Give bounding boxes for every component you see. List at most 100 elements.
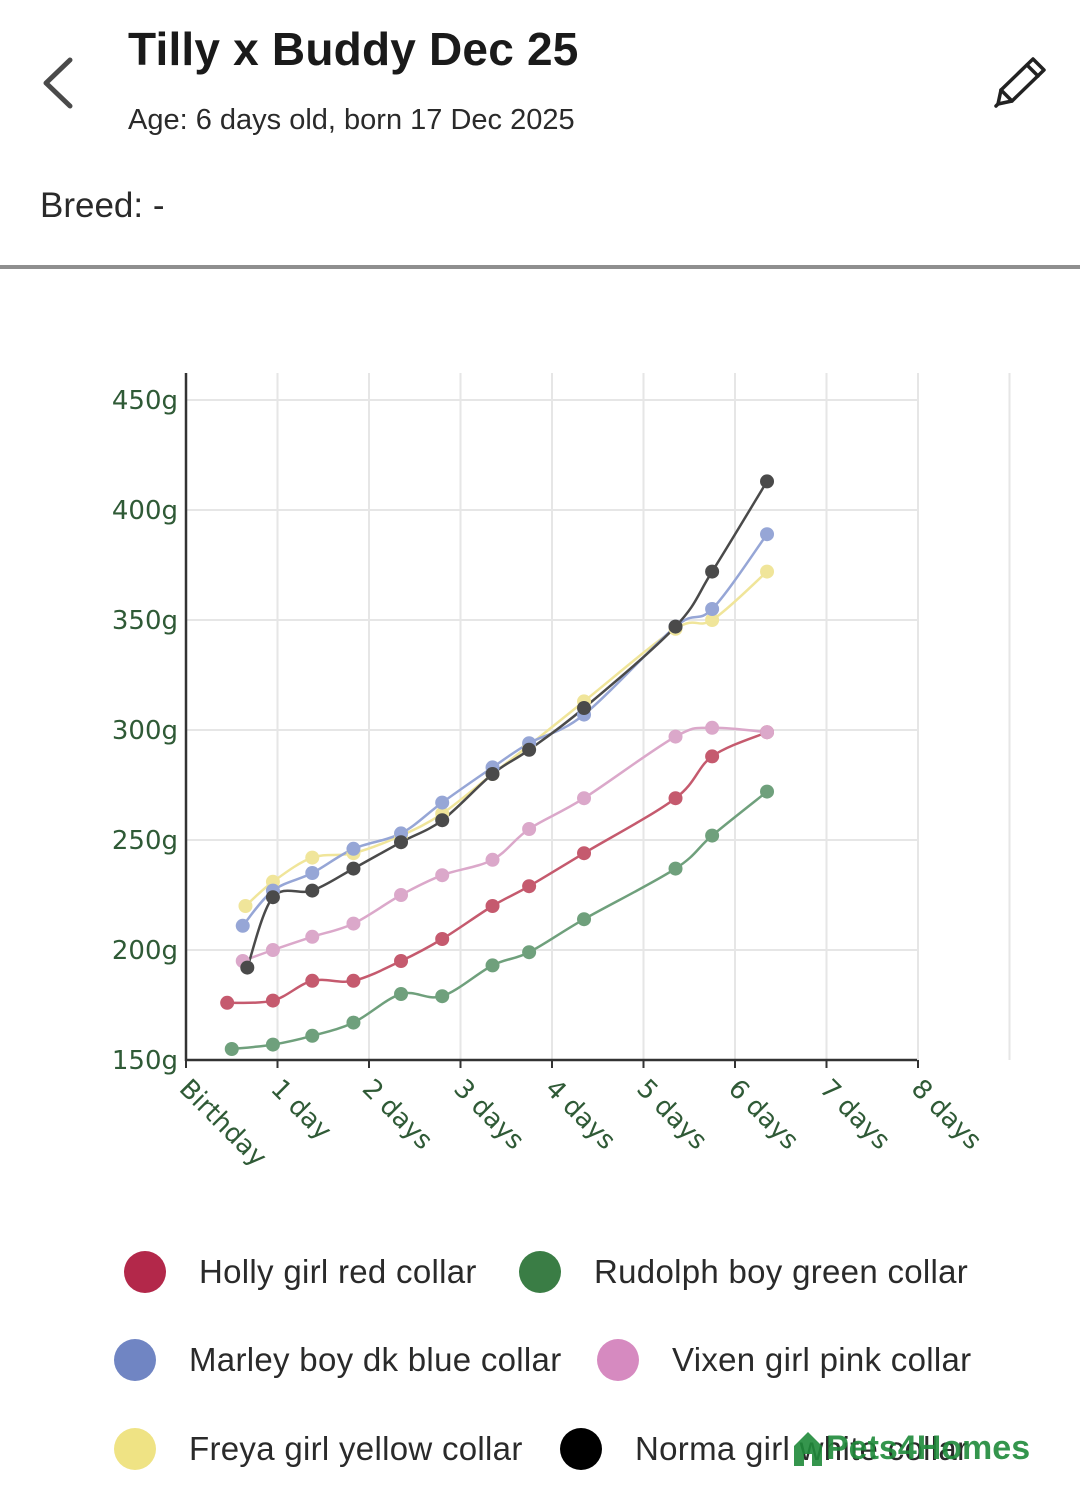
header-divider	[0, 265, 1080, 269]
data-point[interactable]	[668, 729, 683, 744]
data-point[interactable]	[305, 1028, 320, 1043]
data-point[interactable]	[394, 987, 409, 1001]
back-chevron-icon[interactable]	[36, 54, 86, 114]
data-point[interactable]	[522, 879, 537, 894]
data-point[interactable]	[522, 945, 537, 960]
data-point[interactable]	[435, 932, 450, 946]
data-point[interactable]	[346, 1015, 361, 1030]
data-point[interactable]	[265, 1037, 280, 1052]
y-tick-label: 200g	[112, 936, 178, 966]
legend-item-rudolph[interactable]: Rudolph boy green collar	[519, 1247, 968, 1297]
data-point[interactable]	[577, 791, 592, 806]
x-tick-label: 4 days	[539, 1074, 621, 1156]
data-point[interactable]	[760, 527, 775, 542]
data-point[interactable]	[238, 899, 253, 913]
legend-label: Freya girl yellow collar	[189, 1430, 523, 1467]
legend-label: Marley boy dk blue collar	[189, 1341, 562, 1378]
data-point[interactable]	[346, 916, 361, 931]
data-point[interactable]	[305, 883, 320, 898]
data-point[interactable]	[668, 861, 683, 876]
data-point[interactable]	[705, 613, 720, 627]
breed-text: Breed: -	[40, 186, 165, 225]
red-dot-icon	[124, 1251, 166, 1293]
data-point[interactable]	[705, 749, 720, 764]
data-point[interactable]	[346, 861, 361, 876]
legend-label: Holly girl red collar	[199, 1253, 477, 1290]
y-tick-label: 300g	[112, 716, 178, 746]
page-title: Tilly x Buddy Dec 25	[128, 23, 579, 75]
pink-dot-icon	[597, 1339, 639, 1381]
data-point[interactable]	[394, 835, 409, 850]
data-point[interactable]	[577, 912, 592, 927]
data-point[interactable]	[522, 822, 537, 836]
axes	[184, 373, 919, 1068]
data-point[interactable]	[220, 995, 235, 1010]
data-point[interactable]	[485, 852, 500, 867]
y-tick-label: 350g	[112, 606, 178, 636]
data-point[interactable]	[577, 846, 592, 861]
data-point[interactable]	[705, 602, 720, 616]
y-tick-label: 400g	[112, 496, 178, 526]
data-point[interactable]	[760, 784, 775, 799]
legend-item-freya[interactable]: Freya girl yellow collar	[114, 1424, 523, 1474]
yellow-dot-icon	[114, 1428, 156, 1470]
series-line	[244, 570, 768, 907]
x-tick-label: 2 days	[356, 1074, 438, 1156]
y-tick-label: 450g	[112, 386, 178, 416]
legend-item-marley[interactable]: Marley boy dk blue collar	[114, 1335, 562, 1385]
data-point[interactable]	[485, 899, 500, 913]
data-point[interactable]	[705, 828, 720, 843]
data-point[interactable]	[760, 564, 775, 579]
x-tick-label: 6 days	[722, 1074, 804, 1156]
data-point[interactable]	[235, 918, 250, 933]
data-point[interactable]	[760, 725, 775, 740]
series-line	[242, 726, 768, 963]
data-point[interactable]	[265, 993, 280, 1008]
legend-item-vixen[interactable]: Vixen girl pink collar	[597, 1335, 971, 1385]
data-point[interactable]	[346, 973, 361, 988]
data-point[interactable]	[435, 795, 450, 810]
y-tick-label: 150g	[112, 1046, 178, 1076]
x-tick-label: 1 day	[265, 1074, 338, 1147]
data-point[interactable]	[668, 791, 683, 806]
legend-label: Rudolph boy green collar	[594, 1253, 969, 1290]
data-point[interactable]	[265, 890, 280, 905]
green-dot-icon	[519, 1251, 561, 1293]
data-point[interactable]	[305, 929, 320, 944]
data-point[interactable]	[305, 866, 320, 880]
grid	[186, 373, 1011, 1061]
data-point[interactable]	[668, 619, 683, 634]
data-point[interactable]	[240, 960, 255, 975]
pencil-edit-icon[interactable]	[990, 54, 1050, 112]
x-tick-label: 3 days	[448, 1074, 530, 1156]
data-point[interactable]	[435, 989, 450, 1004]
data-point[interactable]	[485, 767, 500, 781]
x-tick-label: Birthday	[173, 1074, 272, 1173]
legend-item-holly[interactable]: Holly girl red collar	[124, 1247, 477, 1297]
data-point[interactable]	[305, 850, 320, 865]
x-tick-label: 5 days	[631, 1074, 713, 1156]
data-point[interactable]	[305, 973, 320, 988]
age-text: Age: 6 days old, born 17 Dec 2025	[128, 104, 575, 136]
data-point[interactable]	[394, 888, 409, 902]
watermark-text: Pets4Homes	[826, 1428, 1031, 1467]
data-point[interactable]	[705, 564, 720, 579]
data-point[interactable]	[265, 943, 280, 957]
data-point[interactable]	[435, 813, 450, 828]
data-point[interactable]	[577, 701, 592, 715]
data-point[interactable]	[760, 474, 775, 489]
data-point[interactable]	[705, 720, 720, 735]
x-tick-label: 8 days	[905, 1074, 987, 1156]
data-point[interactable]	[224, 1042, 239, 1056]
series	[220, 474, 775, 1056]
blue-dot-icon	[114, 1339, 156, 1381]
data-point[interactable]	[435, 868, 450, 883]
data-point[interactable]	[394, 954, 409, 968]
data-point[interactable]	[522, 742, 537, 757]
data-point[interactable]	[485, 958, 500, 973]
house-logo-icon	[794, 1432, 822, 1466]
series-line	[246, 480, 769, 969]
y-tick-label: 250g	[112, 826, 178, 856]
data-point[interactable]	[346, 841, 361, 856]
